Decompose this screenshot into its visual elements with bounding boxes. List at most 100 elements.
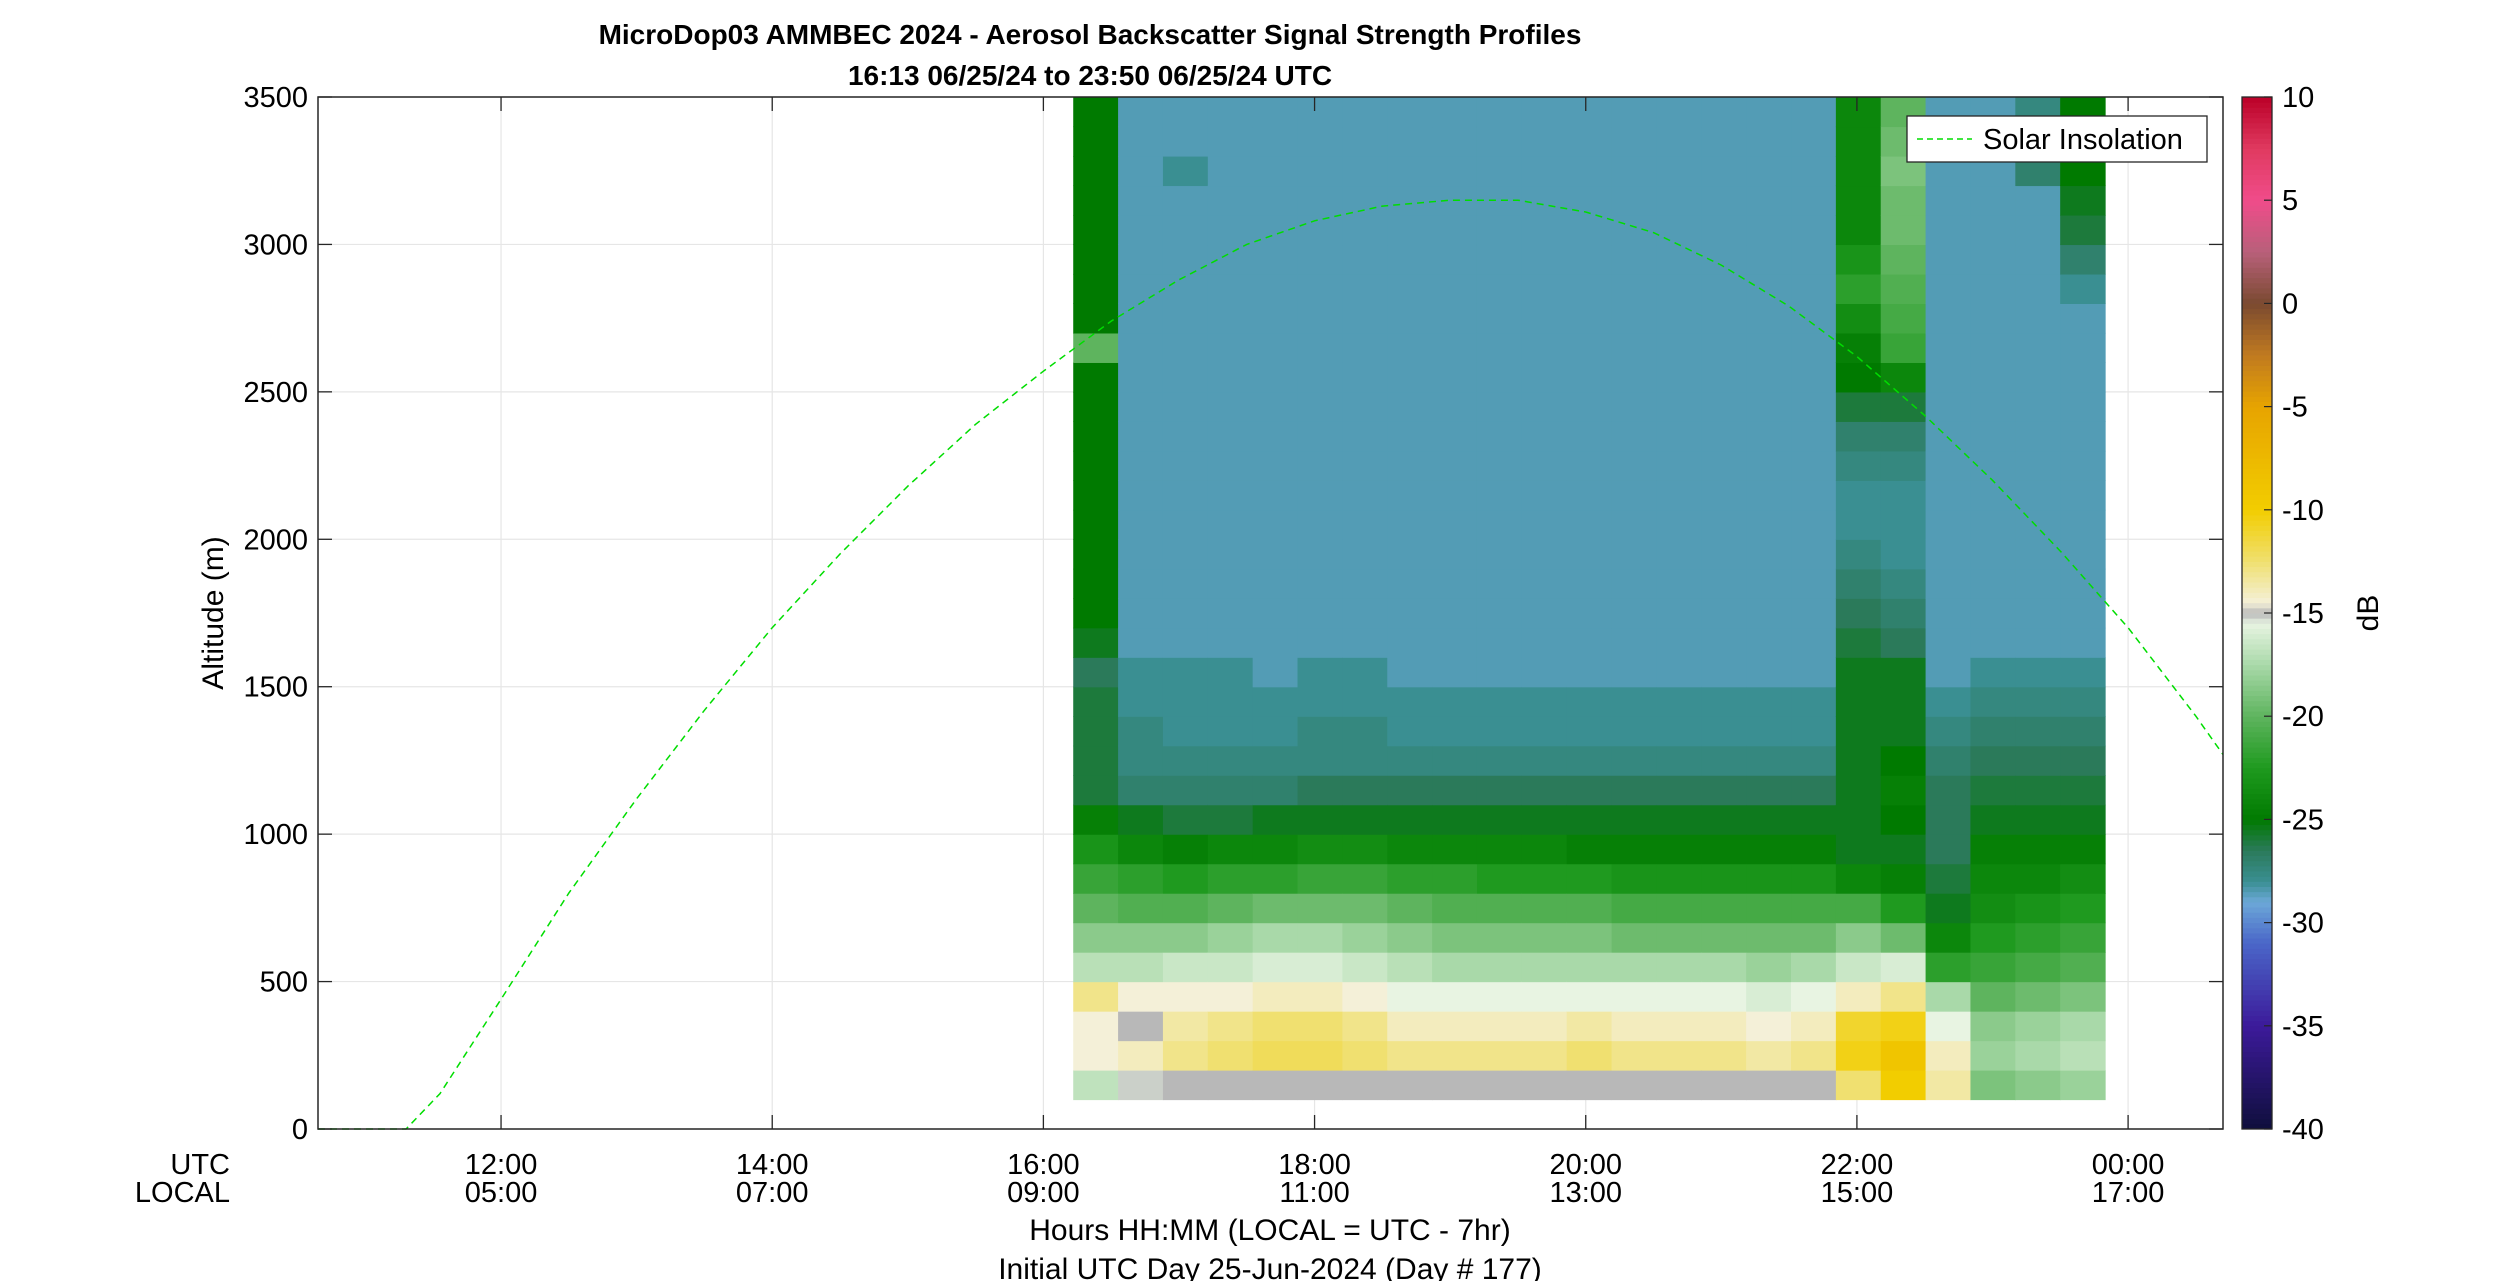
heatmap-cell: [1521, 450, 1568, 481]
heatmap-cell: [1925, 568, 1972, 599]
colorbar-segment: [2242, 974, 2272, 980]
heatmap-cell: [1925, 922, 1972, 953]
heatmap-cell: [1925, 627, 1972, 658]
heatmap-cell: [1476, 657, 1523, 688]
heatmap-cell: [1566, 1070, 1613, 1101]
heatmap-cell: [1118, 244, 1164, 275]
heatmap-cell: [1791, 539, 1837, 570]
heatmap-cell: [1476, 509, 1523, 540]
heatmap-cell: [1925, 391, 1972, 422]
heatmap-cell: [1476, 568, 1523, 599]
heatmap-cell: [1566, 922, 1613, 953]
heatmap-cell: [1297, 716, 1343, 747]
heatmap-cell: [1118, 686, 1164, 717]
heatmap-cell: [1118, 391, 1164, 422]
heatmap-cell: [1207, 922, 1254, 953]
heatmap-cell: [1566, 775, 1613, 806]
heatmap-cell: [1521, 627, 1568, 658]
colorbar-segment: [2242, 690, 2272, 697]
colorbar-segment: [2242, 659, 2272, 666]
colorbar-segment: [2242, 613, 2272, 619]
heatmap-cell: [1611, 97, 1658, 128]
heatmap-cell: [1297, 863, 1343, 894]
heatmap-cell: [1521, 568, 1568, 599]
heatmap-cell: [1387, 539, 1433, 570]
heatmap-cell: [2015, 1040, 2061, 1071]
heatmap-cell: [2060, 922, 2106, 953]
heatmap-cell: [1073, 155, 1119, 187]
heatmap-cell: [1611, 804, 1658, 835]
colorbar-segment: [2242, 680, 2272, 686]
heatmap-cell: [1701, 745, 1747, 776]
heatmap-cell: [1342, 214, 1388, 246]
colorbar-segment: [2242, 514, 2272, 521]
colorbar-segment: [2242, 463, 2272, 470]
heatmap-cell: [1387, 568, 1433, 599]
legend: Solar Insolation: [1906, 115, 2208, 163]
heatmap-cell: [1880, 716, 1927, 747]
colorbar-segment: [2242, 277, 2272, 284]
colorbar-segment: [2242, 592, 2272, 599]
colorbar-segment: [2242, 210, 2272, 217]
heatmap-cell: [1701, 804, 1747, 835]
heatmap-cell: [1611, 1070, 1658, 1101]
heatmap-cell: [1656, 1011, 1702, 1042]
heatmap-cell: [1476, 745, 1523, 776]
heatmap-cell: [1387, 745, 1433, 776]
heatmap-cell: [1970, 391, 2016, 422]
colorbar-segment: [2242, 1098, 2272, 1104]
heatmap-cell: [2060, 952, 2106, 983]
heatmap-cell: [1432, 1070, 1478, 1101]
heatmap-cell: [1656, 775, 1702, 806]
heatmap-cell: [1073, 332, 1119, 363]
heatmap-cell: [1073, 126, 1119, 157]
heatmap-cell: [1701, 332, 1747, 363]
heatmap-cell: [1342, 539, 1388, 570]
colorbar-segment: [2242, 411, 2272, 418]
x-tick-label-local: 07:00: [736, 1177, 809, 1209]
heatmap-cell: [1432, 893, 1478, 924]
heatmap-cell: [2015, 657, 2061, 688]
heatmap-cell: [1701, 922, 1747, 953]
heatmap-cell: [1611, 952, 1658, 983]
colorbar-segment: [2242, 943, 2272, 949]
heatmap-cell: [1476, 981, 1523, 1012]
heatmap-cell: [1880, 686, 1927, 717]
heatmap-cell: [1432, 480, 1478, 511]
heatmap-cell: [1342, 450, 1388, 481]
colorbar-segment: [2242, 705, 2272, 712]
heatmap-cell: [1521, 480, 1568, 511]
heatmap-cell: [1073, 1070, 1119, 1101]
colorbar-segment: [2242, 576, 2272, 583]
heatmap-cell: [1611, 126, 1658, 157]
colorbar-segment: [2242, 489, 2272, 495]
heatmap-cell: [1835, 627, 1882, 658]
heatmap-cell: [1970, 1040, 2016, 1071]
heatmap-cell: [1252, 1040, 1299, 1071]
heatmap-cell: [1387, 362, 1433, 393]
heatmap-cell: [1701, 362, 1747, 393]
colorbar-segment: [2242, 819, 2272, 826]
x-axis-label: Hours HH:MM (LOCAL = UTC - 7hr): [1029, 1214, 1510, 1247]
colorbar-segment: [2242, 282, 2272, 289]
heatmap-cell: [1521, 598, 1568, 629]
heatmap-cell: [1207, 509, 1254, 540]
heatmap-cell: [1118, 775, 1164, 806]
heatmap-cell: [1297, 804, 1343, 835]
colorbar-segment: [2242, 184, 2272, 191]
heatmap-cell: [1791, 568, 1837, 599]
colorbar-segment: [2242, 638, 2272, 645]
heatmap-cell: [2015, 981, 2061, 1012]
heatmap-cell: [1342, 804, 1388, 835]
heatmap-cell: [1521, 716, 1568, 747]
heatmap-cell: [1207, 686, 1254, 717]
colorbar-segment: [2242, 525, 2272, 531]
heatmap-cell: [1162, 97, 1209, 128]
colorbar-segment: [2242, 164, 2272, 170]
heatmap-cell: [1701, 716, 1747, 747]
heatmap-cell: [1476, 775, 1523, 806]
heatmap-cell: [1611, 450, 1658, 481]
heatmap-cell: [1297, 421, 1343, 452]
heatmap-cell: [1252, 155, 1299, 187]
heatmap-cell: [1746, 126, 1792, 157]
